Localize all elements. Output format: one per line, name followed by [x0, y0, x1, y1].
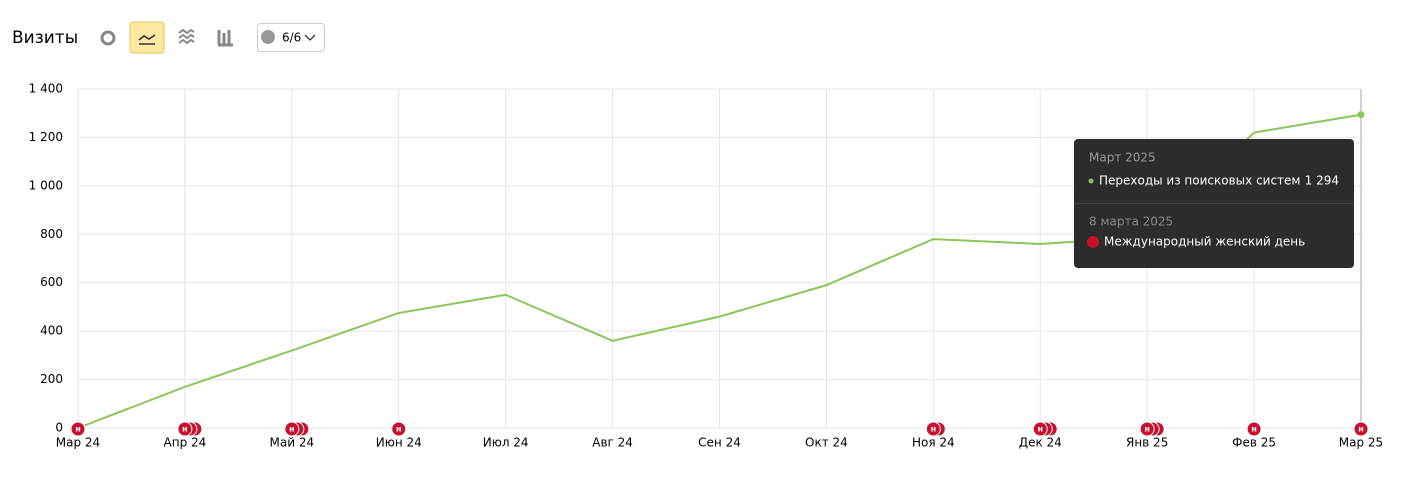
event-marker[interactable]: н	[925, 421, 941, 437]
x-tick-label: Дек 24	[1019, 436, 1062, 450]
event-label: н	[1144, 425, 1150, 434]
event-circle	[1139, 421, 1155, 437]
y-tick-label: 800	[40, 227, 63, 241]
area-view-button[interactable]	[178, 28, 195, 45]
tooltip-event-name: Международный женский день	[1104, 235, 1305, 249]
event-label: н	[1358, 425, 1364, 434]
pie-view-button[interactable]	[100, 30, 116, 46]
event-label: н	[931, 425, 937, 434]
event-circle	[925, 421, 941, 437]
plot: 0 200 400 600 800 1 000 1 200 1 400 Мар 24 Апр 24…	[29, 82, 1384, 450]
x-tick-label: Авг 24	[592, 436, 633, 450]
x-tick-label: Окт 24	[805, 436, 848, 450]
tooltip: Март 2025 Переходы из поисковых систем 1…	[1074, 139, 1354, 268]
event-label: н	[289, 425, 295, 434]
event-label: н	[1037, 425, 1043, 434]
event-label: н	[396, 425, 402, 434]
x-tick-label: Сен 24	[698, 436, 741, 450]
event-marker[interactable]: н	[1353, 421, 1369, 437]
event-circle	[284, 421, 300, 437]
x-tick-label: Апр 24	[164, 436, 207, 450]
event-circle	[177, 421, 193, 437]
toolbar: 6/6	[100, 21, 325, 54]
x-tick-label: Июн 24	[376, 436, 422, 450]
y-tick-label: 200	[40, 372, 63, 386]
event-label: н	[182, 425, 188, 434]
event-circle	[1246, 421, 1262, 437]
event-label: н	[75, 425, 81, 434]
event-marker[interactable]: н	[1032, 421, 1048, 437]
event-marker[interactable]: н	[1139, 421, 1155, 437]
x-tick-label: Мар 24	[56, 436, 100, 450]
event-circle	[1353, 421, 1369, 437]
y-tick-label: 0	[55, 421, 63, 435]
bar-view-button[interactable]	[217, 30, 233, 47]
x-tick-label: Ноя 24	[912, 436, 955, 450]
hover-point	[1357, 111, 1365, 119]
event-marker[interactable]: н	[284, 421, 300, 437]
tooltip-event-date: 8 марта 2025	[1089, 215, 1173, 229]
x-tick-label: Янв 25	[1126, 436, 1168, 450]
y-tick-label: 1 400	[29, 82, 63, 96]
event-label: н	[1251, 425, 1257, 434]
tooltip-series-name: Переходы из поисковых систем	[1099, 174, 1301, 188]
widget-title: Визиты	[12, 28, 78, 48]
event-marker[interactable]: н	[391, 421, 407, 437]
tooltip-title: Март 2025	[1089, 151, 1156, 165]
y-tick-label: 600	[40, 275, 63, 289]
event-circle	[1032, 421, 1048, 437]
x-tick-label: Мар 25	[1339, 436, 1383, 450]
filter-label: 6/6	[282, 31, 301, 45]
event-marker[interactable]: н	[70, 421, 86, 437]
event-icon	[1087, 236, 1099, 248]
y-tick-label: 1 000	[29, 178, 63, 192]
legend-dot	[1088, 178, 1094, 184]
y-tick-label: 1 200	[29, 130, 63, 144]
annotation-filter[interactable]: 6/6	[257, 23, 325, 52]
x-tick-label: Июл 24	[483, 436, 529, 450]
x-tick-label: Фев 25	[1232, 436, 1276, 450]
event-marker[interactable]: н	[1246, 421, 1262, 437]
x-tick-label: Май 24	[270, 436, 315, 450]
line-view-button[interactable]	[129, 21, 165, 54]
event-circle	[70, 421, 86, 437]
tooltip-value: 1 294	[1305, 174, 1339, 188]
y-tick-label: 400	[40, 324, 63, 338]
event-circle	[391, 421, 407, 437]
event-marker[interactable]: н	[177, 421, 193, 437]
